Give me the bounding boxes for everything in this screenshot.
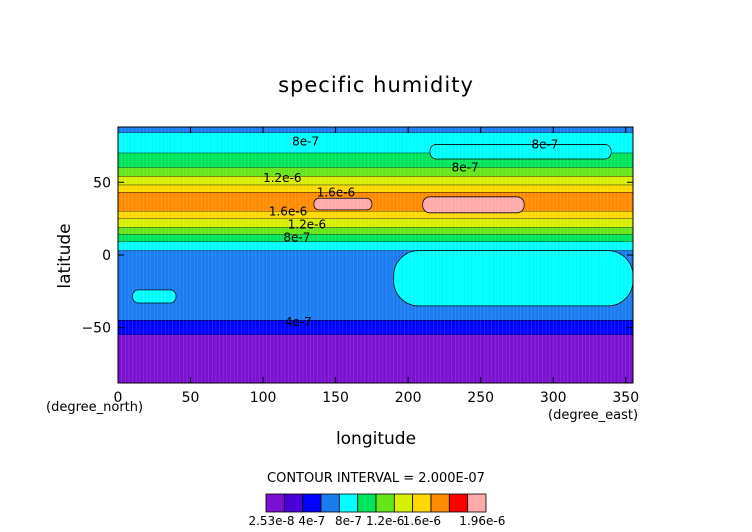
y-unit-label: (degree_north) xyxy=(46,400,143,415)
y-tick-label: 0 xyxy=(102,248,111,264)
x-axis: 0 50 100 150 200 250 300 350 xyxy=(114,127,639,406)
humidity-band xyxy=(118,227,633,235)
colorbar-swatch xyxy=(375,493,395,513)
contour-label: 8e-7 xyxy=(452,161,479,175)
colorbar-swatch xyxy=(467,493,487,513)
x-tick-label: 250 xyxy=(467,390,494,406)
x-tick-label: 300 xyxy=(540,390,567,406)
humidity-band xyxy=(118,127,633,133)
humidity-band xyxy=(118,176,633,186)
contour-label: 1.2e-6 xyxy=(288,217,326,231)
contour-label: 8e-7 xyxy=(283,231,310,245)
humidity-band xyxy=(118,241,633,251)
colorbar-swatch xyxy=(412,493,432,513)
humidity-band xyxy=(118,167,633,177)
colorbar-label: 4e-7 xyxy=(298,514,325,528)
humidity-band xyxy=(118,234,633,242)
colorbar-swatch xyxy=(357,493,377,513)
plot-area xyxy=(117,127,634,384)
colorbar-label: 1.96e-6 xyxy=(459,514,505,528)
humidity-patch xyxy=(429,144,612,160)
humidity-band xyxy=(118,320,633,335)
x-tick-label: 350 xyxy=(612,390,639,406)
y-tick-label: −50 xyxy=(81,321,111,337)
colorbar-swatch xyxy=(448,493,469,513)
humidity-band xyxy=(118,335,633,383)
y-axis-label: latitude xyxy=(55,223,75,288)
colorbar-swatch xyxy=(338,493,359,513)
humidity-band xyxy=(118,211,633,219)
colorbar-swatch xyxy=(265,493,285,513)
y-axis: 50 0 −50 xyxy=(81,175,633,337)
x-tick-label: 200 xyxy=(395,390,422,406)
colorbar-swatch xyxy=(320,493,340,513)
colorbar-label: 1.2e-6 xyxy=(366,514,404,528)
contour-label: 1.6e-6 xyxy=(269,204,307,218)
x-axis-label: longitude xyxy=(336,429,416,449)
humidity-patch xyxy=(313,197,373,211)
humidity-band xyxy=(118,185,633,193)
x-tick-label: 150 xyxy=(322,390,349,406)
colorbar-swatch xyxy=(283,493,304,513)
x-tick-label: 50 xyxy=(182,390,200,406)
colorbar-labels: 2.53e-8 4e-7 8e-7 1.2e-61.6e-6 1.96e-6 xyxy=(248,514,505,528)
x-unit-label: (degree_east) xyxy=(548,408,638,423)
contour-label: 1.2e-6 xyxy=(263,171,301,185)
contour-interval-label: CONTOUR INTERVAL = 2.000E-07 xyxy=(267,471,485,486)
colorbar-swatch xyxy=(393,493,414,513)
colorbar-label: 8e-7 xyxy=(335,514,362,528)
colorbar-swatch xyxy=(430,493,450,513)
colorbar-label: 1.6e-6 xyxy=(403,514,441,528)
chart-title: specific humidity xyxy=(278,73,474,97)
humidity-band xyxy=(118,218,633,228)
contour-label: 8e-7 xyxy=(531,137,558,151)
humidity-patch xyxy=(422,196,525,214)
humidity-patch xyxy=(132,289,177,304)
contour-label-group: 8e-7 8e-78e-71.2e-61.6e-61.6e-61.2e-68e-7… xyxy=(263,135,558,329)
y-tick-label: 50 xyxy=(93,175,111,191)
colorbar-label: 2.53e-8 xyxy=(248,514,294,528)
colorbar xyxy=(265,493,487,513)
x-tick-label: 0 xyxy=(114,390,123,406)
contour-label: 4e-7 xyxy=(285,315,312,329)
colorbar-swatch xyxy=(302,493,322,513)
x-tick-label: 100 xyxy=(250,390,277,406)
contour-label: 1.6e-6 xyxy=(317,185,355,199)
contour-label: 8e-7 xyxy=(292,135,319,149)
